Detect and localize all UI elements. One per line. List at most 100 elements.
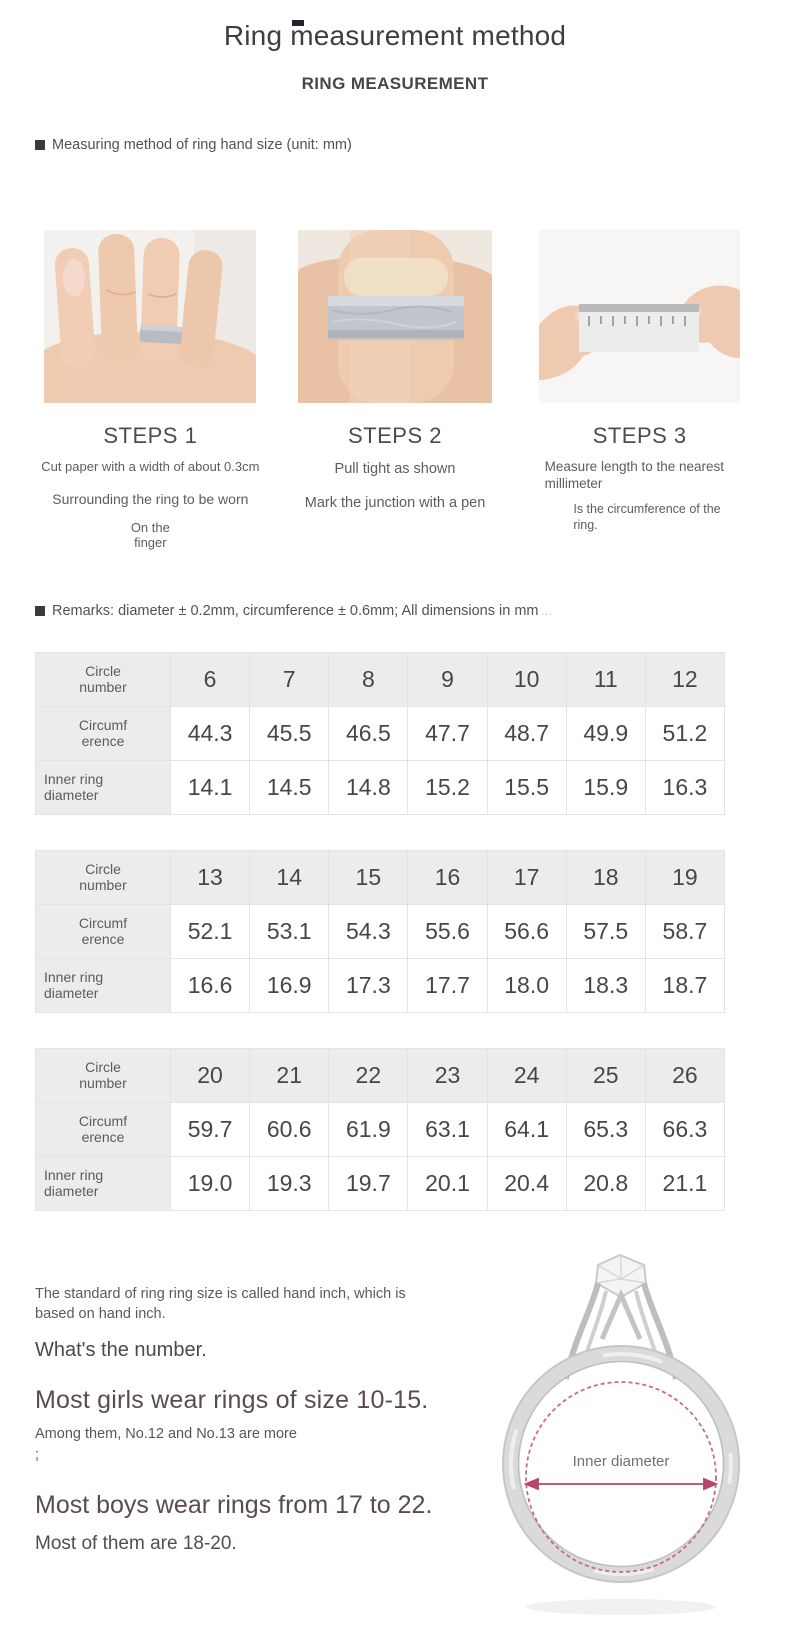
size-table-3: Circle number 20 21 22 23 24 25 26 Circumf erenc…	[35, 1047, 790, 1211]
ring-size-table: Circle number 6 7 8 9 10 11 12 Circumf erence 44.…	[35, 651, 726, 815]
circle-number-cell: 16	[407, 849, 488, 905]
circle-number-cell: 14	[249, 849, 330, 905]
girls-size-note: Among them, No.12 and No.13 are more ;	[35, 1426, 297, 1463]
remarks-text: Remarks: diameter ± 0.2mm, circumference…	[52, 602, 539, 619]
value-cell: 20.4	[486, 1155, 567, 1211]
row-label-cell: Circumf erence	[35, 1101, 171, 1157]
remarks-trailing-dots: ...	[540, 602, 553, 619]
table-row: Circle number 13 14 15 16 17 18 19	[35, 849, 726, 905]
step-2: STEPS 2 Pull tight as shown Mark the jun…	[273, 230, 518, 551]
circle-number-cell: 10	[486, 651, 567, 707]
row-label-cell: Circle number	[35, 1047, 171, 1103]
table-row: Circle number 6 7 8 9 10 11 12	[35, 651, 726, 707]
circle-number-cell: 8	[328, 651, 409, 707]
circle-number-cell: 18	[565, 849, 646, 905]
diameter-arrow	[523, 1477, 719, 1491]
value-cell: 15.2	[407, 759, 488, 815]
step3-ruler-photo	[539, 230, 741, 403]
value-cell: 51.2	[644, 705, 726, 761]
value-cell: 16.9	[249, 957, 330, 1013]
value-cell: 57.5	[565, 903, 646, 959]
bottom-section: The standard of ring ring size is called…	[0, 1239, 790, 1632]
row-label-cell: Inner ring diameter	[35, 759, 171, 815]
value-cell: 19.7	[328, 1155, 409, 1211]
value-cell: 55.6	[407, 903, 488, 959]
row-label-cell: Inner ring diameter	[35, 957, 171, 1013]
step-1: STEPS 1 Cut paper with a width of about …	[28, 230, 273, 551]
ring-inner-diameter-diagram: Inner diameter	[502, 1253, 740, 1615]
row-label-cell: Circumf erence	[35, 705, 171, 761]
inner-diameter-label: Inner diameter	[573, 1453, 670, 1470]
circle-number-cell: 7	[249, 651, 330, 707]
value-cell: 19.0	[169, 1155, 251, 1211]
value-cell: 54.3	[328, 903, 409, 959]
circle-number-cell: 20	[169, 1047, 251, 1103]
step2-line1: Pull tight as shown	[334, 461, 456, 477]
square-bullet-icon	[35, 140, 45, 150]
value-cell: 66.3	[644, 1101, 726, 1157]
standard-intro-text: The standard of ring ring size is called…	[35, 1285, 406, 1323]
value-cell: 17.3	[328, 957, 409, 1013]
value-cell: 14.5	[249, 759, 330, 815]
value-cell: 53.1	[249, 903, 330, 959]
value-cell: 59.7	[169, 1101, 251, 1157]
value-cell: 45.5	[249, 705, 330, 761]
table-row: Inner ring diameter 19.0 19.3 19.7 20.1 20.4 2…	[35, 1155, 726, 1211]
value-cell: 19.3	[249, 1155, 330, 1211]
table-row: Circumf erence 44.3 45.5 46.5 47.7 48.7 49.9 51…	[35, 705, 726, 761]
boys-size-note: Most of them are 18-20.	[35, 1533, 237, 1555]
value-cell: 20.8	[565, 1155, 646, 1211]
circle-number-cell: 25	[565, 1047, 646, 1103]
steps-row: STEPS 1 Cut paper with a width of about …	[28, 230, 762, 551]
step2-title: STEPS 2	[348, 423, 442, 448]
value-cell: 15.5	[486, 759, 567, 815]
value-cell: 46.5	[328, 705, 409, 761]
row-label-cell: Inner ring diameter	[35, 1155, 171, 1211]
circle-number-cell: 9	[407, 651, 488, 707]
value-cell: 44.3	[169, 705, 251, 761]
row-label-cell: Circumf erence	[35, 903, 171, 959]
value-cell: 52.1	[169, 903, 251, 959]
step3-title: STEPS 3	[592, 423, 687, 448]
table-row: Inner ring diameter 16.6 16.9 17.3 17.7 18.0 1…	[35, 957, 726, 1013]
value-cell: 20.1	[407, 1155, 488, 1211]
value-cell: 49.9	[565, 705, 646, 761]
size-table-1: Circle number 6 7 8 9 10 11 12 Circumf erence 44.…	[35, 651, 790, 815]
circle-number-cell: 26	[644, 1047, 726, 1103]
circle-number-cell: 17	[486, 849, 567, 905]
step3-line1: Measure length to the nearest millimeter	[544, 459, 725, 491]
value-cell: 48.7	[486, 705, 567, 761]
table-row: Circumf erence 59.7 60.6 61.9 63.1 64.1 65.3 66…	[35, 1101, 726, 1157]
circle-number-cell: 13	[169, 849, 251, 905]
page-title: Ring measurement method	[223, 20, 567, 51]
value-cell: 15.9	[565, 759, 646, 815]
page-subtitle: RING MEASUREMENT	[301, 74, 489, 93]
circle-number-cell: 6	[169, 651, 251, 707]
remarks-line: Remarks: diameter ± 0.2mm, circumference…	[35, 603, 790, 619]
step1-line3: On the finger	[130, 520, 170, 550]
step1-line1: Cut paper with a width of about 0.3cm	[41, 459, 260, 474]
step-3: STEPS 3 Measure length to the nearest mi…	[517, 230, 762, 551]
measuring-section-heading: Measuring method of ring hand size (unit…	[35, 137, 790, 153]
table-row: Inner ring diameter 14.1 14.5 14.8 15.2 15.5 1…	[35, 759, 726, 815]
value-cell: 65.3	[565, 1101, 646, 1157]
row-label-cell: Circle number	[35, 849, 171, 905]
step1-line2: Surrounding the ring to be worn	[52, 491, 249, 507]
value-cell: 63.1	[407, 1101, 488, 1157]
value-cell: 56.6	[486, 903, 567, 959]
step1-hand-photo	[44, 230, 257, 403]
girls-size-text: Most girls wear rings of size 10-15.	[35, 1386, 429, 1415]
top-edge-mark	[292, 20, 304, 26]
value-cell: 18.3	[565, 957, 646, 1013]
value-cell: 21.1	[644, 1155, 726, 1211]
value-cell: 14.8	[328, 759, 409, 815]
whats-the-number-text: What's the number.	[35, 1339, 207, 1362]
measuring-heading-text: Measuring method of ring hand size (unit…	[52, 137, 352, 153]
bottom-text-column: The standard of ring ring size is called…	[0, 1239, 470, 1632]
step1-title: STEPS 1	[103, 423, 198, 448]
value-cell: 60.6	[249, 1101, 330, 1157]
value-cell: 18.7	[644, 957, 726, 1013]
value-cell: 17.7	[407, 957, 488, 1013]
circle-number-cell: 21	[249, 1047, 330, 1103]
step3-line2: Is the circumference of the ring.	[573, 501, 721, 532]
